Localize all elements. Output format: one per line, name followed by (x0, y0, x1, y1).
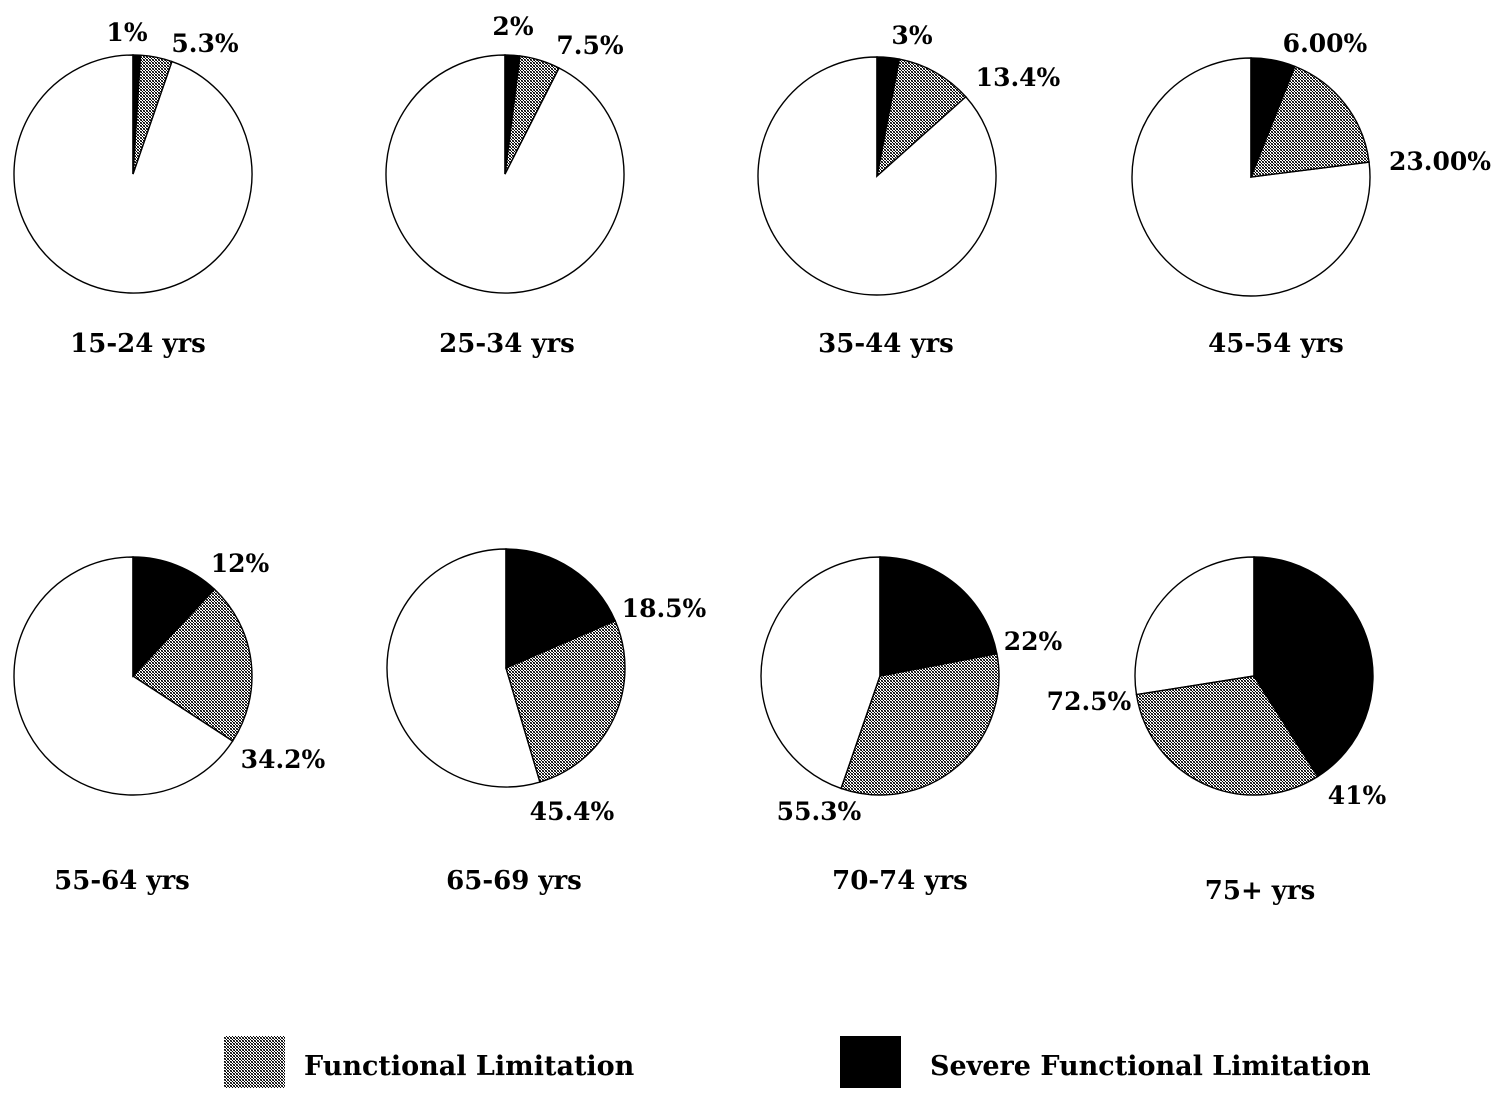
pie-slice-functional (1249, 65, 1370, 178)
pie-slice-functional (840, 652, 1000, 796)
pie-title: 55-64 yrs (54, 866, 190, 896)
pie-label-functional: 13.4% (976, 63, 1061, 92)
pie-slice-severe (876, 56, 901, 177)
pie-label-severe: 2% (492, 12, 533, 41)
pie-label-functional: 45.4% (530, 797, 615, 826)
pie-slice-severe (505, 548, 617, 670)
pie-title: 70-74 yrs (832, 866, 968, 896)
pie-slice-severe (1253, 556, 1374, 778)
pie-slice-severe (504, 54, 521, 175)
pie-label-functional: 7.5% (556, 31, 623, 60)
pie-label-functional: 72.5% (1047, 687, 1132, 716)
pie-label-severe: 41% (1328, 781, 1387, 810)
pie-label-functional: 23.00% (1389, 147, 1491, 176)
pie-title: 45-54 yrs (1208, 329, 1344, 359)
pie-label-functional: 55.3% (777, 797, 862, 826)
pie-label-severe: 6.00% (1283, 29, 1368, 58)
pie-6: 18.5% 45.4% 65-69 yrs (386, 548, 707, 896)
pie-label-severe: 18.5% (622, 594, 707, 623)
pie-label-functional: 34.2% (241, 745, 326, 774)
pie-slice-functional (505, 619, 626, 783)
pie-title: 25-34 yrs (439, 329, 575, 359)
pie-label-severe: 1% (106, 18, 147, 47)
pie-2: 2% 7.5% 25-34 yrs (385, 12, 625, 359)
pie-slice-severe (879, 556, 998, 677)
legend-functional-swatch (224, 1036, 285, 1088)
pie-5: 12% 34.2% 55-64 yrs (13, 549, 326, 896)
pies-group: 1% 5.3% 15-24 yrs 2% 7.5% 25-34 yrs 3% 13.4% 35-… (13, 12, 1491, 906)
pie-8: 41% 72.5% 75+ yrs (1047, 556, 1387, 906)
pie-label-severe: 22% (1004, 627, 1063, 656)
legend: Functional Limitation Severe Functional … (224, 1036, 1371, 1088)
pie-slice-severe (1250, 57, 1296, 178)
pie-slice-remainder (13, 556, 234, 796)
pie-slice-remainder (760, 556, 881, 790)
legend-functional-label: Functional Limitation (304, 1051, 635, 1082)
pie-label-severe: 12% (211, 549, 270, 578)
pie-title: 35-44 yrs (818, 329, 954, 359)
pie-4: 6.00% 23.00% 45-54 yrs (1131, 29, 1491, 359)
pie-slice-functional (131, 588, 253, 742)
pie-slice-remainder (1134, 556, 1255, 696)
pie-1: 1% 5.3% 15-24 yrs (13, 18, 253, 359)
pie-7: 22% 55.3% 70-74 yrs (760, 556, 1063, 896)
pie-label-functional: 5.3% (171, 29, 238, 58)
pie-title: 15-24 yrs (70, 329, 206, 359)
pie-slice-functional (875, 58, 967, 178)
legend-severe-label: Severe Functional Limitation (930, 1051, 1371, 1082)
pie-slice-remainder (386, 548, 541, 788)
pie-3: 3% 13.4% 35-44 yrs (757, 21, 1061, 359)
pie-slice-severe (132, 556, 216, 678)
pie-title: 65-69 yrs (446, 866, 582, 896)
legend-severe-swatch (840, 1036, 901, 1088)
pie-label-severe: 3% (891, 21, 932, 50)
pie-title: 75+ yrs (1205, 876, 1315, 906)
pie-slice-severe (132, 54, 142, 175)
